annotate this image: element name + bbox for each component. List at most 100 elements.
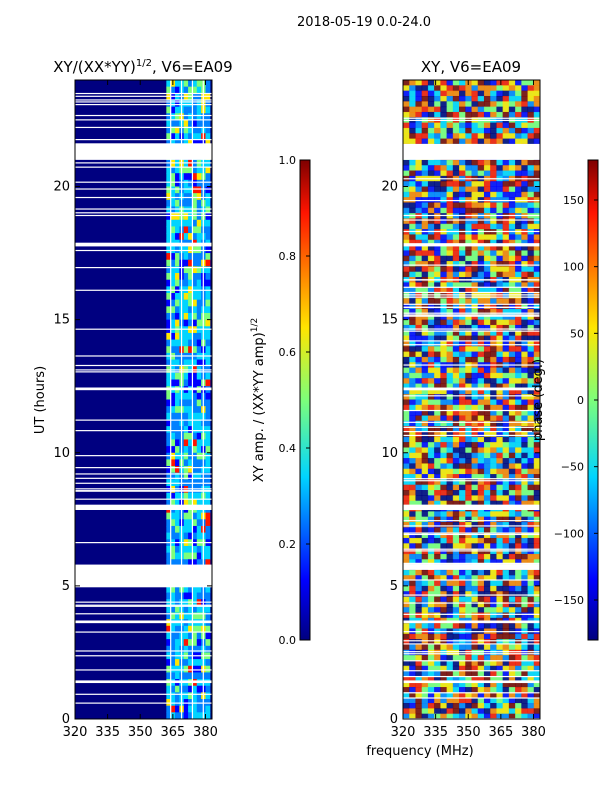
phase-cell — [527, 575, 535, 582]
phase-cell — [477, 122, 485, 129]
phase-cell — [415, 527, 423, 534]
phase-cell — [465, 282, 472, 289]
phase-cell — [421, 447, 429, 454]
phase-cell — [471, 394, 479, 400]
phase-cell — [508, 378, 516, 385]
phase-cell — [434, 122, 441, 129]
amplitude-cell — [183, 432, 189, 440]
phase-cell — [403, 431, 410, 438]
phase-cell — [421, 271, 429, 278]
amplitude-cell — [205, 339, 211, 347]
phase-cell — [483, 181, 491, 187]
phase-cell — [496, 495, 504, 502]
phase-cell — [533, 436, 541, 443]
amplitude-cell — [166, 106, 172, 114]
phase-blank-line — [403, 504, 540, 507]
phase-cell — [440, 468, 448, 475]
phase-cell — [421, 601, 429, 608]
amplitude-cell — [205, 213, 211, 221]
phase-cell — [421, 367, 429, 374]
phase-cell — [421, 245, 429, 251]
phase-cell — [496, 324, 504, 331]
phase-cell — [415, 436, 423, 443]
phase-cell — [434, 458, 441, 464]
phase-cell — [421, 607, 429, 613]
amplitude-cell — [175, 692, 180, 700]
phase-cell — [409, 394, 416, 400]
phase-cell — [440, 223, 448, 230]
phase-cell — [440, 591, 448, 598]
phase-cell — [471, 596, 479, 603]
phase-cell — [421, 330, 429, 337]
amplitude-cell — [183, 705, 189, 713]
phase-blank-line — [403, 312, 540, 314]
phase-cell — [527, 394, 535, 400]
phase-cell — [434, 527, 441, 534]
phase-cell — [527, 101, 535, 108]
amplitude-cell — [183, 592, 189, 600]
phase-cell — [440, 607, 448, 613]
phase-cell — [490, 479, 497, 486]
phase-cell — [440, 165, 448, 172]
phase-cell — [440, 633, 448, 640]
phase-cell — [496, 330, 504, 337]
phase-cell — [502, 703, 510, 709]
phase-cell — [421, 623, 429, 629]
phase-cell — [409, 692, 416, 699]
amplitude-cell — [175, 279, 180, 287]
phase-cell — [515, 516, 522, 523]
phase-blank-row — [403, 564, 540, 570]
phase-cell — [471, 159, 479, 166]
phase-cell — [415, 415, 423, 422]
phase-cell — [403, 436, 410, 443]
phase-cell — [496, 399, 504, 406]
amplitude-cell — [205, 166, 211, 174]
phase-cell — [421, 90, 429, 97]
phase-cell — [446, 692, 454, 699]
phase-cell — [471, 245, 479, 251]
phase-cell — [440, 239, 448, 246]
phase-cell — [471, 532, 479, 539]
phase-cell — [527, 474, 535, 480]
phase-blank-line — [403, 117, 540, 119]
phase-blank-line — [403, 660, 540, 662]
amplitude-cell — [183, 173, 189, 181]
amplitude-cell — [170, 193, 176, 201]
phase-cell — [446, 431, 454, 438]
phase-cell — [527, 607, 535, 613]
phase-cell — [477, 431, 485, 438]
phase-cell — [502, 623, 510, 629]
phase-cell — [515, 671, 522, 677]
phase-cell — [496, 623, 504, 629]
phase-cell — [521, 388, 529, 395]
phase-cell — [515, 681, 522, 688]
phase-cell — [440, 681, 448, 688]
amplitude-blank-line — [75, 569, 212, 571]
amplitude-cell — [175, 492, 180, 500]
phase-cell — [521, 298, 529, 305]
phase-cell — [533, 101, 541, 108]
phase-cell — [434, 308, 441, 315]
phase-cell — [434, 266, 441, 273]
phase-cell — [427, 655, 435, 661]
phase-blank-line — [403, 219, 540, 221]
amplitude-cell — [196, 419, 202, 427]
phase-cell — [483, 372, 491, 379]
amplitude-cell — [183, 273, 189, 281]
phase-cell — [490, 250, 497, 257]
phase-cell — [533, 511, 541, 518]
phase-cell — [496, 553, 504, 560]
phase-cell — [483, 420, 491, 427]
phase-cell — [521, 623, 529, 629]
phase-cell — [508, 601, 516, 608]
phase-cell — [490, 303, 497, 310]
phase-cell — [459, 575, 466, 582]
phase-cell — [440, 516, 448, 523]
amplitude-cell — [183, 406, 189, 414]
phase-cell — [508, 490, 516, 496]
amplitude-cell — [166, 585, 172, 594]
phase-cell — [403, 580, 410, 587]
phase-cell — [403, 420, 410, 427]
phase-cell — [533, 127, 541, 134]
phase-cell — [490, 351, 497, 358]
